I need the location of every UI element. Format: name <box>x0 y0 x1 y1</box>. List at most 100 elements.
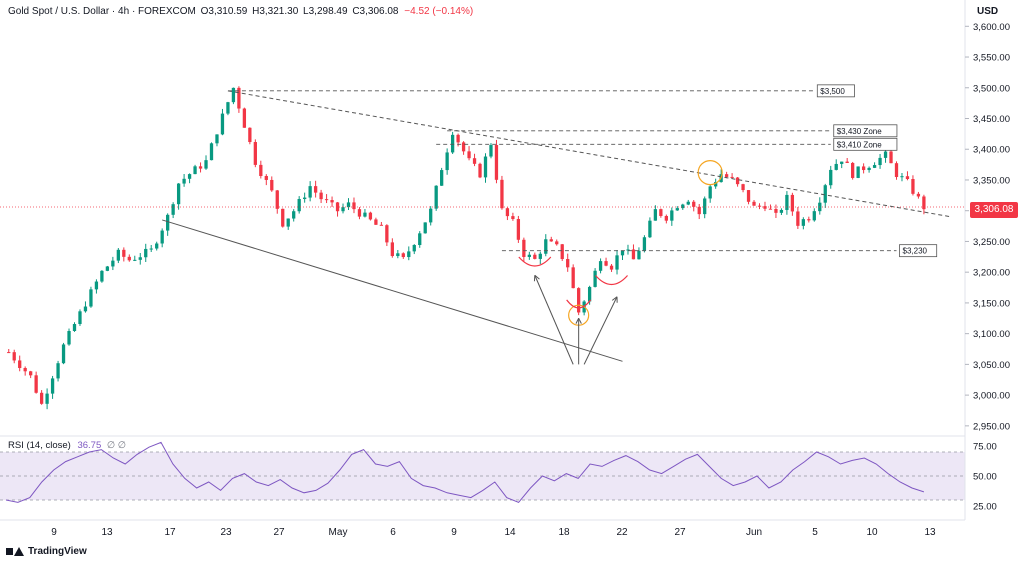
x-tick-label: 10 <box>866 527 878 538</box>
candle-body <box>549 239 553 242</box>
candle-body <box>56 363 60 379</box>
rsi-tick-label: 25.00 <box>973 502 997 513</box>
y-tick-label: 2,950.00 <box>973 421 1010 432</box>
low-value: L3,298.49 <box>303 6 348 17</box>
candle-body <box>330 200 334 203</box>
y-tick-label: 3,150.00 <box>973 298 1010 309</box>
candle-body <box>401 253 405 258</box>
candle-body <box>670 210 674 221</box>
candle-body <box>620 250 625 256</box>
rsi-header: RSI (14, close) 36.75 ∅ ∅ <box>8 440 126 451</box>
candle-body <box>555 241 559 245</box>
x-tick-label: Jun <box>746 527 762 538</box>
candle-body <box>89 289 93 307</box>
candle-body <box>242 108 247 128</box>
candle-body <box>209 143 214 161</box>
candle-body <box>83 306 88 312</box>
candle-body <box>390 242 394 257</box>
candle-body <box>18 360 22 369</box>
level-label: $3,430 Zone <box>837 127 882 136</box>
candle-body <box>615 255 619 270</box>
candle-body <box>659 209 663 216</box>
candle-body <box>779 209 784 213</box>
candle-body <box>724 174 729 177</box>
rsi-extra: ∅ ∅ <box>106 440 127 451</box>
candle-body <box>905 176 910 180</box>
candle-body <box>429 208 433 223</box>
candle-body <box>883 151 888 158</box>
x-tick-label: 13 <box>924 527 936 538</box>
x-tick-label: 13 <box>101 527 113 538</box>
currency-label[interactable]: USD <box>977 6 999 17</box>
candle-body <box>39 392 44 404</box>
x-tick-label: 22 <box>616 527 628 538</box>
candle-body <box>385 225 389 243</box>
candle-body <box>511 216 515 220</box>
candle-body <box>445 152 449 171</box>
candle-body <box>456 134 460 143</box>
candle-body <box>357 209 362 217</box>
candle-body <box>198 166 203 169</box>
candle-body <box>626 249 630 251</box>
candle-body <box>248 127 252 143</box>
candle-body <box>664 215 668 221</box>
brand-label: TradingView <box>28 546 87 557</box>
candle-body <box>516 219 521 240</box>
x-tick-label: 5 <box>812 527 818 538</box>
arrow-head <box>611 296 618 303</box>
candle-body <box>34 375 38 393</box>
candle-body <box>692 201 696 207</box>
y-tick-label: 3,050.00 <box>973 360 1010 371</box>
candle-body <box>587 286 592 302</box>
tradingview-brand[interactable]: TradingView <box>6 546 87 557</box>
candle-body <box>313 186 318 193</box>
x-tick-label: 9 <box>51 527 57 538</box>
candle-body <box>768 208 773 210</box>
candle-body <box>752 201 756 206</box>
candle-body <box>423 222 427 234</box>
arrow-head <box>575 318 582 324</box>
x-tick-label: May <box>329 527 348 538</box>
candle-body <box>577 288 581 313</box>
right-shoulder-curve <box>595 275 628 286</box>
candle-body <box>533 254 537 259</box>
candle-body <box>352 202 356 210</box>
candle-body <box>916 193 921 197</box>
candle-body <box>494 145 499 180</box>
candle-body <box>801 219 805 226</box>
candle-body <box>571 267 575 289</box>
candle-body <box>116 249 120 261</box>
candle-body <box>483 156 488 178</box>
level-label-box <box>833 124 898 138</box>
candle-body <box>440 170 444 186</box>
x-tick-label: 27 <box>273 527 285 538</box>
close-value: C3,306.08 <box>352 6 399 17</box>
candle-body <box>867 167 871 171</box>
candle-body <box>319 192 323 200</box>
change-value: −4.52 (−0.14%) <box>404 6 474 17</box>
candle-body <box>450 134 455 153</box>
candle-body <box>264 176 268 180</box>
high-circle <box>697 159 723 186</box>
candle-body <box>297 199 301 212</box>
candle-body <box>609 265 614 270</box>
candle-body <box>735 177 740 185</box>
candle-body <box>396 253 400 257</box>
candle-body <box>522 239 526 257</box>
candle-body <box>648 220 652 238</box>
rsi-plot: 75.00 50.00 25.00 <box>0 442 997 513</box>
candle-body <box>324 199 329 201</box>
candle-body <box>226 102 230 114</box>
candle-body <box>160 230 164 244</box>
candle-body <box>231 87 236 103</box>
candle-body <box>894 163 899 178</box>
y-tick-label: 3,000.00 <box>973 391 1010 402</box>
annotation-arrow <box>534 275 574 365</box>
lower-trendline <box>162 219 623 362</box>
candle-body <box>785 194 789 210</box>
candle-body <box>889 151 893 164</box>
y-tick-label: 3,400.00 <box>973 145 1010 156</box>
x-tick-label: 6 <box>390 527 396 538</box>
level-label: $3,410 Zone <box>837 140 882 149</box>
candle-body <box>472 158 477 164</box>
